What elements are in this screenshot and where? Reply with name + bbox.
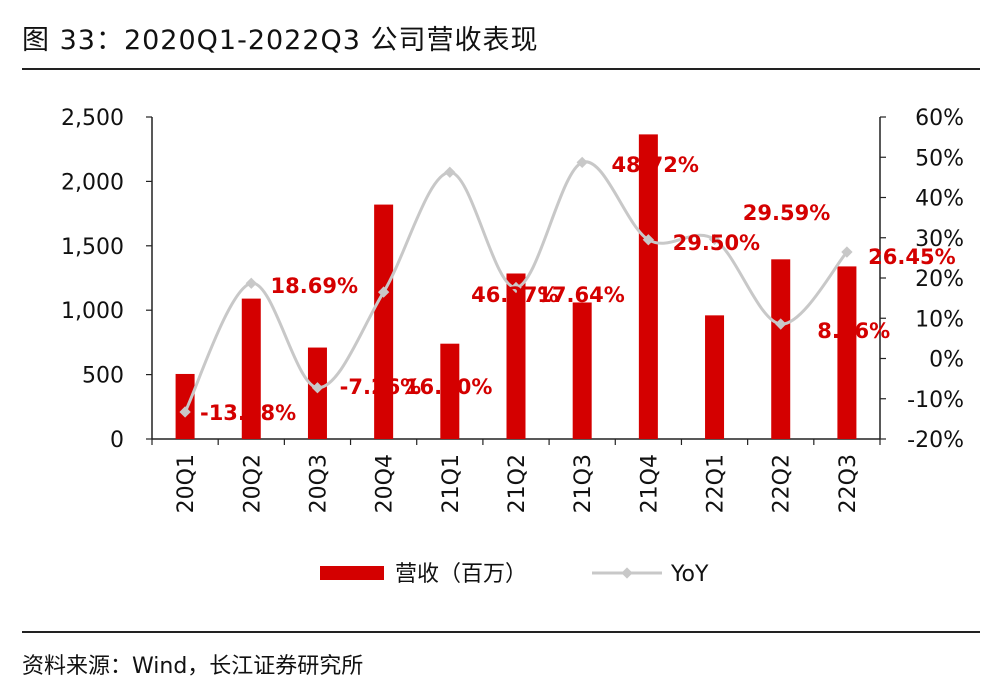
left-tick-label: 2,500 (61, 106, 124, 131)
category-label: 22Q2 (770, 454, 795, 513)
left-tick-label: 500 (82, 364, 124, 389)
yoy-data-label: 48.72% (611, 153, 698, 177)
right-tick-label: 30% (915, 227, 964, 252)
category-label: 21Q1 (439, 454, 464, 513)
yoy-point (179, 406, 191, 418)
left-tick-label: 2,000 (61, 170, 124, 195)
right-tick-label: 50% (915, 146, 964, 171)
category-label: 21Q2 (505, 454, 530, 513)
yoy-line (183, 160, 849, 413)
yoy-point (841, 246, 853, 258)
revenue-bar (241, 298, 261, 439)
yoy-point (377, 286, 390, 298)
yoy-point (775, 318, 787, 330)
revenue-bar (572, 302, 592, 439)
right-tick-label: -10% (907, 388, 964, 413)
yoy-data-label: 29.59% (743, 201, 830, 225)
yoy-point (642, 234, 655, 246)
revenue-bar (374, 204, 394, 439)
category-label: 22Q3 (836, 454, 861, 513)
source-rule (22, 631, 980, 633)
yoy-data-label: 17.64% (537, 283, 624, 307)
category-label: 21Q4 (637, 454, 662, 513)
revenue-bar (506, 273, 526, 439)
category-label: 20Q1 (174, 454, 199, 513)
legend-line-marker (621, 567, 633, 579)
revenue-bar (705, 315, 725, 439)
left-tick-label: 0 (110, 428, 124, 453)
legend-line-label: YoY (670, 562, 709, 587)
title-rule (22, 68, 980, 70)
yoy-point (444, 166, 456, 178)
yoy-point (245, 277, 257, 289)
category-label: 21Q3 (571, 454, 596, 513)
left-tick-label: 1,000 (61, 299, 124, 324)
yoy-point (311, 382, 324, 394)
yoy-data-label: -13.28% (200, 401, 296, 425)
yoy-data-label: 26.45% (868, 245, 955, 269)
revenue-bar (771, 259, 791, 439)
right-tick-label: 40% (915, 187, 964, 212)
yoy-point (708, 233, 721, 246)
yoy-data-label: 8.56% (817, 319, 890, 343)
chart-title: 图 33：2020Q1-2022Q3 公司营收表现 (22, 25, 539, 56)
right-tick-label: 10% (915, 307, 964, 332)
right-tick-label: 20% (915, 267, 964, 292)
category-label: 20Q2 (240, 454, 265, 513)
left-tick-label: 1,500 (61, 235, 124, 260)
legend-bar-label: 营收（百万） (395, 562, 527, 587)
yoy-data-label: 46.27% (471, 283, 558, 307)
right-tick-label: 60% (915, 106, 964, 131)
right-tick-label: -20% (907, 428, 964, 453)
revenue-bar (638, 134, 658, 439)
legend-bar-swatch (320, 566, 384, 580)
revenue-bar (837, 266, 857, 439)
right-tick-label: 0% (929, 348, 964, 373)
yoy-data-label: 18.69% (271, 274, 358, 298)
category-label: 22Q1 (704, 454, 729, 513)
yoy-data-label: -7.26% (340, 375, 422, 399)
revenue-bar (440, 343, 460, 439)
yoy-data-label: 16.50% (405, 375, 492, 399)
category-label: 20Q4 (373, 454, 398, 513)
yoy-point (576, 156, 588, 169)
yoy-point (510, 281, 522, 294)
yoy-data-label: 29.50% (673, 231, 760, 255)
category-label: 20Q3 (306, 454, 331, 513)
source-note: 资料来源：Wind，长江证券研究所 (22, 654, 364, 679)
